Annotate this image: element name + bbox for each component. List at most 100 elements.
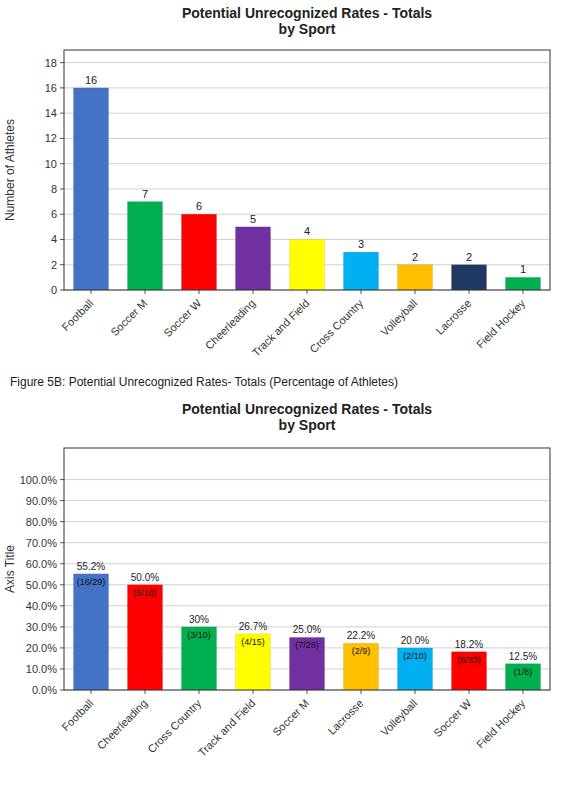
data-label: 30% — [189, 614, 209, 625]
y-tick-label: 4 — [51, 233, 57, 245]
grid-line — [64, 479, 550, 480]
x-tick — [145, 290, 146, 294]
chart: Potential Unrecognized Rates - Totalsby … — [3, 5, 550, 359]
bar — [451, 265, 486, 290]
y-tick-label: 40.0% — [26, 600, 57, 612]
data-label: 2 — [466, 251, 472, 263]
x-tick-label: Cheerleading — [203, 297, 258, 352]
bar — [73, 574, 108, 690]
bar — [397, 265, 432, 290]
y-tick-label: 6 — [51, 208, 57, 220]
y-tick-label: 60.0% — [26, 558, 57, 570]
x-tick — [523, 690, 524, 694]
x-tick — [361, 290, 362, 294]
plot-frame — [64, 448, 550, 690]
x-tick — [361, 690, 362, 694]
bar — [289, 239, 324, 290]
x-tick-label: Soccer W — [161, 297, 204, 340]
y-tick — [60, 690, 64, 691]
bar — [235, 227, 270, 290]
x-tick-label: Volleyball — [378, 697, 419, 738]
fraction-label: (2/10) — [403, 651, 427, 661]
data-label: 2 — [412, 251, 418, 263]
x-tick-label: Cheerleading — [95, 697, 150, 752]
y-tick-label: 20.0% — [26, 642, 57, 654]
x-tick — [469, 690, 470, 694]
y-tick-label: 16 — [45, 82, 57, 94]
fraction-label: (7/28) — [295, 640, 319, 650]
y-tick-label: 8 — [51, 183, 57, 195]
fraction-label: (5/10) — [133, 588, 157, 598]
grid-line — [64, 521, 550, 522]
fraction-label: (3/10) — [187, 630, 211, 640]
y-tick-label: 90.0% — [26, 495, 57, 507]
data-label: 7 — [142, 188, 148, 200]
title-line: by Sport — [279, 21, 336, 37]
y-tick-label: 70.0% — [26, 537, 57, 549]
bar — [181, 214, 216, 290]
x-tick-label: Lacrosse — [325, 697, 365, 737]
data-label: 12.5% — [509, 651, 537, 662]
bar — [181, 627, 216, 690]
grid-line — [64, 113, 550, 114]
x-tick — [523, 290, 524, 294]
grid-line — [64, 188, 550, 189]
bar — [343, 252, 378, 290]
title-line: Potential Unrecognized Rates - Totals — [182, 5, 432, 21]
x-tick — [199, 290, 200, 294]
y-tick — [60, 521, 64, 522]
y-tick — [60, 500, 64, 501]
x-tick-label: Soccer W — [431, 697, 474, 740]
y-tick — [60, 626, 64, 627]
data-label: 22.2% — [347, 630, 375, 641]
data-label: 16 — [85, 74, 97, 86]
chart: Figure 5B: Potential Unrecognized Rates-… — [3, 375, 550, 759]
bar — [127, 585, 162, 690]
grid-line — [64, 138, 550, 139]
y-axis-label: Number of Athletes — [3, 119, 17, 221]
data-labels: 55.2%(16/29)50.0%(5/10)30%(3/10)26.7%(4/… — [77, 561, 538, 677]
grid-line — [64, 500, 550, 501]
x-tick — [91, 690, 92, 694]
fraction-label: (16/29) — [77, 577, 106, 587]
x-tick-label: Field Hockey — [474, 697, 528, 751]
fraction-label: (4/15) — [241, 637, 265, 647]
y-tick-label: 0 — [51, 284, 57, 296]
y-tick — [60, 239, 64, 240]
x-tick-label: Cross Country — [307, 297, 366, 356]
bars — [73, 574, 540, 690]
x-tick-label: Volleyball — [378, 297, 419, 338]
y-tick — [60, 62, 64, 63]
y-tick — [60, 605, 64, 606]
bar — [451, 652, 486, 690]
grid-line — [64, 62, 550, 63]
bar — [73, 88, 108, 290]
fraction-label: (1/8) — [514, 667, 533, 677]
y-tick-label: 30.0% — [26, 621, 57, 633]
chart-title: Potential Unrecognized Rates - Totalsby … — [182, 5, 432, 37]
y-tick — [60, 113, 64, 114]
x-tick — [307, 690, 308, 694]
x-tick-label: Football — [59, 697, 95, 733]
y-tick — [60, 479, 64, 480]
y-tick — [60, 584, 64, 585]
figure: Potential Unrecognized Rates - Totalsby … — [0, 0, 565, 811]
y-tick-label: 10 — [45, 158, 57, 170]
x-tick-label: Soccer M — [270, 697, 311, 738]
y-tick-label: 10.0% — [26, 663, 57, 675]
x-tick — [307, 290, 308, 294]
y-tick-label: 18 — [45, 57, 57, 69]
y-tick-label: 14 — [45, 107, 57, 119]
x-tick-label: Lacrosse — [433, 297, 473, 337]
y-tick — [60, 542, 64, 543]
x-tick — [253, 690, 254, 694]
x-tick — [469, 290, 470, 294]
y-tick — [60, 668, 64, 669]
y-tick — [60, 563, 64, 564]
data-label: 55.2% — [77, 561, 105, 572]
x-tick — [415, 690, 416, 694]
title-line: Potential Unrecognized Rates - Totals — [182, 401, 432, 417]
data-label: 5 — [250, 213, 256, 225]
grid-line — [64, 163, 550, 164]
data-label: 25.0% — [293, 624, 321, 635]
